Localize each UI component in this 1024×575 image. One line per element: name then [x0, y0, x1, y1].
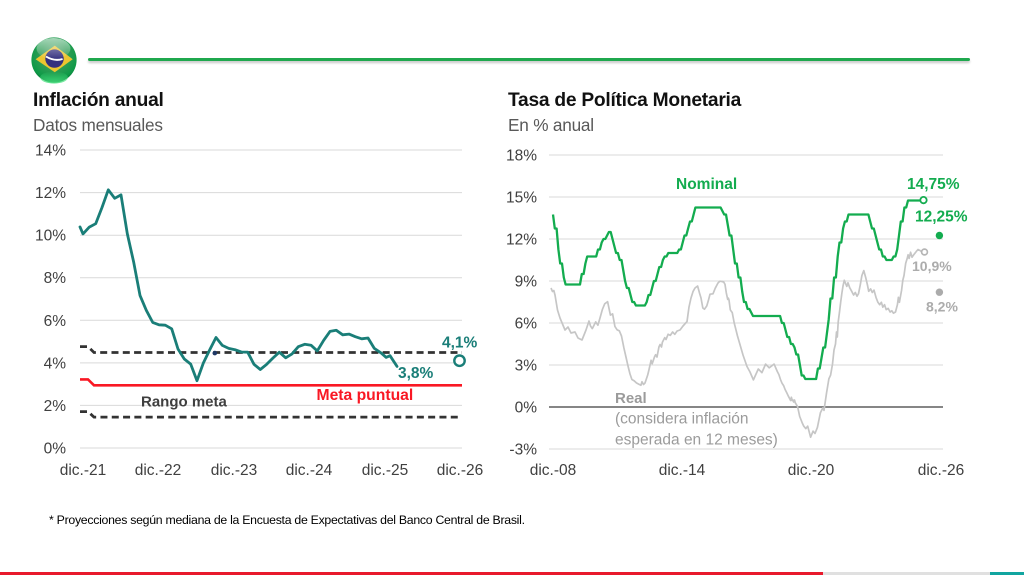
svg-text:18%: 18% — [506, 148, 537, 165]
svg-text:Rango meta: Rango meta — [141, 394, 228, 411]
svg-text:dic.-22: dic.-22 — [135, 462, 182, 479]
svg-text:dic.-21: dic.-21 — [60, 462, 107, 479]
svg-text:6%: 6% — [515, 316, 538, 333]
svg-text:12,25%: 12,25% — [915, 209, 968, 226]
svg-text:10%: 10% — [35, 228, 66, 245]
svg-text:4%: 4% — [44, 355, 67, 372]
svg-text:12%: 12% — [35, 185, 66, 202]
svg-text:12%: 12% — [506, 232, 537, 249]
svg-text:15%: 15% — [506, 190, 537, 207]
svg-text:8,2%: 8,2% — [926, 299, 958, 315]
svg-text:0%: 0% — [515, 400, 538, 417]
svg-text:2%: 2% — [44, 398, 67, 415]
svg-text:(considera inflación: (considera inflación — [615, 411, 749, 428]
svg-text:-3%: -3% — [509, 442, 537, 459]
svg-text:dic.-20: dic.-20 — [788, 462, 835, 479]
svg-text:dic.-23: dic.-23 — [211, 462, 258, 479]
svg-text:8%: 8% — [44, 270, 67, 287]
svg-text:dic.-14: dic.-14 — [659, 462, 706, 479]
svg-text:14,75%: 14,75% — [907, 176, 960, 193]
svg-text:3%: 3% — [515, 358, 538, 375]
svg-text:4,1%: 4,1% — [442, 335, 478, 352]
svg-text:dic.-26: dic.-26 — [437, 462, 484, 479]
svg-text:dic.-26: dic.-26 — [918, 462, 965, 479]
svg-text:Nominal: Nominal — [676, 176, 737, 193]
svg-text:6%: 6% — [44, 313, 67, 330]
svg-text:3,8%: 3,8% — [398, 365, 434, 382]
svg-text:14%: 14% — [35, 143, 66, 160]
svg-text:dic.-08: dic.-08 — [530, 462, 577, 479]
svg-text:Meta puntual: Meta puntual — [317, 387, 414, 404]
svg-text:10,9%: 10,9% — [912, 258, 952, 274]
svg-text:dic.-25: dic.-25 — [362, 462, 409, 479]
svg-text:esperada en 12 meses): esperada en 12 meses) — [615, 432, 778, 449]
svg-text:0%: 0% — [44, 441, 67, 458]
svg-text:Real: Real — [615, 390, 647, 407]
svg-text:dic.-24: dic.-24 — [286, 462, 333, 479]
svg-text:9%: 9% — [515, 274, 538, 291]
